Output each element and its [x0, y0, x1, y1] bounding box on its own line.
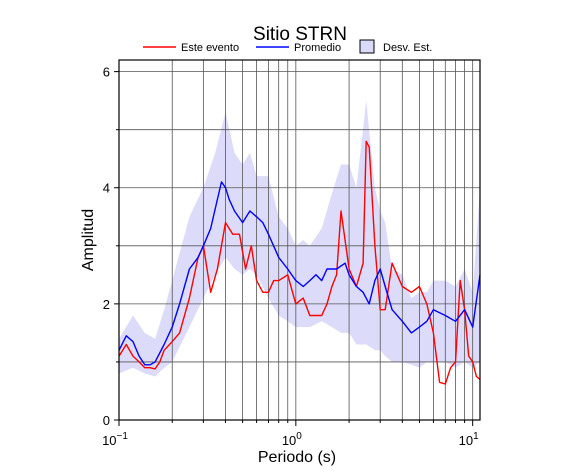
- axes-layer: 0 2 4 6 10−1 100 101: [102, 65, 479, 448]
- plot-area: [118, 59, 481, 421]
- x-tick-label: 101: [459, 431, 479, 448]
- x-tick-label: 100: [282, 431, 302, 448]
- plot-frame: [118, 59, 481, 421]
- series-line-este-evento: [118, 140, 481, 385]
- y-tick-label: 6: [103, 65, 110, 80]
- x-axis-title: Periodo (s): [258, 449, 336, 466]
- y-tick-label: 2: [103, 297, 110, 312]
- grid-layer: [118, 60, 480, 420]
- y-tick-label: 4: [103, 181, 110, 196]
- series-line-promedio: [118, 181, 481, 366]
- legend-swatch: [359, 39, 375, 54]
- x-tick-label: 10−1: [102, 431, 128, 448]
- legend-label: Promedio: [294, 42, 341, 54]
- chart-title: Sitio STRN: [253, 24, 347, 45]
- legend-label: Desv. Est.: [383, 42, 432, 54]
- legend-label: Este evento: [181, 42, 239, 54]
- y-axis-title: Amplitud: [80, 209, 97, 271]
- y-tick-label: 0: [103, 413, 110, 428]
- legend: Este evento Promedio Desv. Est.: [143, 39, 432, 54]
- series-layer: [118, 140, 481, 385]
- std-band: [119, 100, 480, 377]
- std-band-layer: [119, 100, 480, 377]
